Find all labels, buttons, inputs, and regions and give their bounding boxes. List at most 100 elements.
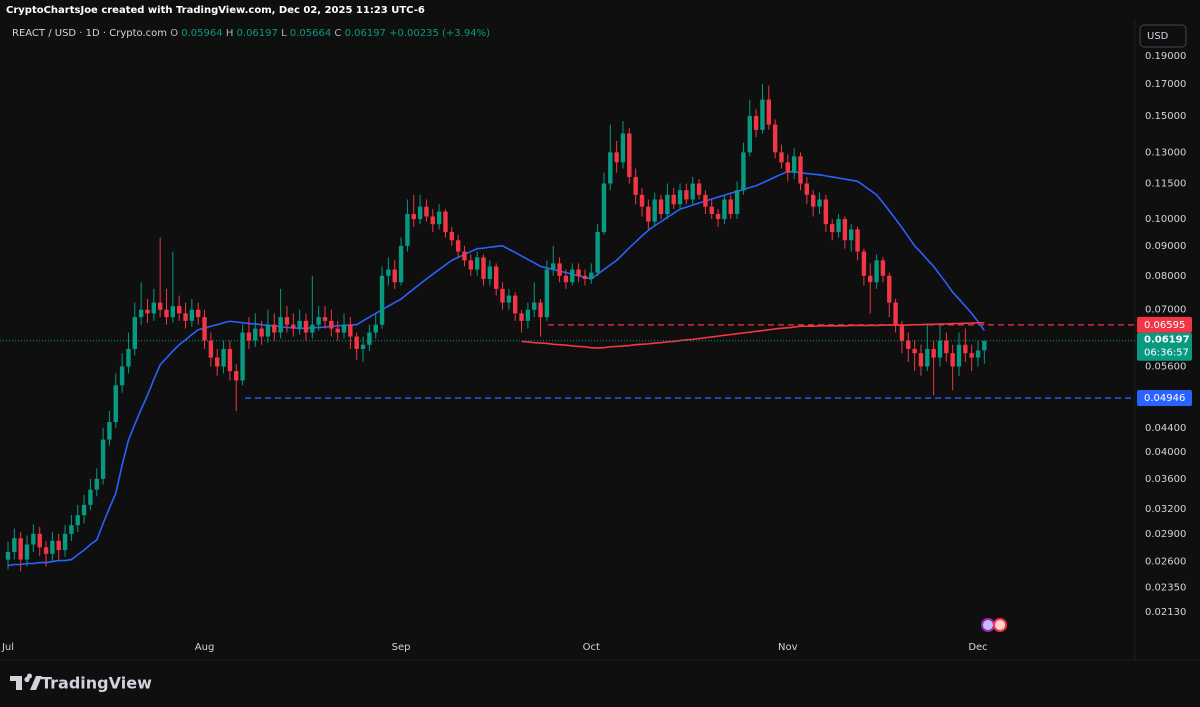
y-tick-label: 0.02350 [1145,582,1186,593]
legend: REACT / USD · 1D · Crypto.com O 0.05964 … [12,28,490,39]
candle-body [532,302,537,310]
candle-body [849,229,854,241]
x-tick-label: Aug [195,642,215,653]
moving-average [521,321,985,349]
candle-body [360,344,366,349]
y-tick-label: 0.02130 [1145,607,1186,618]
y-tick-label: 0.11500 [1145,179,1186,190]
ohlc-value: 0.06197 [237,28,278,39]
y-tick-label: 0.02600 [1145,557,1186,568]
price-label: 0.06197 [1144,335,1190,346]
candle-body [119,366,125,386]
candle-body [703,194,708,207]
candle-body [519,313,524,321]
ohlc-value: 0.05664 [290,28,331,39]
y-tick-label: 0.04000 [1145,447,1186,458]
candle-body [215,357,220,367]
y-tick-label: 0.15000 [1145,111,1186,122]
candle-body [493,266,499,289]
ohlc-label: C [334,28,341,39]
candle-body [918,353,924,367]
candle-body [145,309,150,314]
candle-body [354,336,359,349]
candle-body [696,183,702,195]
candle-body [944,340,949,354]
event-icon [993,618,1007,632]
candle-body [842,219,848,241]
candle-body [500,288,505,303]
brand: TradingView [41,674,152,693]
candle-body [43,547,49,554]
candle-body [861,251,867,276]
candle-body [348,324,353,337]
candle-body [652,199,657,222]
candle-body [538,302,543,318]
candle-body [639,194,645,207]
level-price-label: 0.04946 [1144,393,1185,404]
candle-body [912,348,917,354]
candle-body [170,306,176,318]
candle-body [253,328,258,341]
candle-body [411,214,416,220]
x-tick-label: Dec [968,642,987,653]
candle-body [810,194,816,207]
candle-body [474,257,480,270]
candle-body [671,194,676,205]
candle-body [291,324,296,329]
candle-body [589,272,594,279]
price-box [1137,332,1192,361]
candle-body [202,317,207,341]
y-tick-label: 0.08000 [1145,271,1186,282]
candle-body [392,269,397,283]
candle-body [189,309,195,321]
candle-body [94,478,99,490]
candle-body [899,324,905,341]
candle-body [284,317,290,325]
plot-area [0,84,1135,572]
candle-body [627,133,632,177]
attribution: CryptoChartsJoe created with TradingView… [6,5,425,16]
candle-body [595,232,600,273]
candle-body [373,324,378,333]
candle-body [722,199,727,220]
candle-body [196,309,201,318]
candle-body [582,275,588,279]
candle-body [398,245,404,283]
candle-body [246,332,252,341]
candle-body [56,540,61,551]
candle-body [303,320,309,333]
ohlc-label: L [281,28,287,39]
x-tick-label: Oct [583,642,600,653]
brand-logo-dot [24,676,30,683]
currency-button [1139,24,1187,48]
candle-body [50,540,55,554]
candle-body [430,216,435,225]
candle-body [956,344,962,367]
y-tick-label: 0.03200 [1145,504,1186,515]
candle-body [31,533,36,545]
candle-body [62,533,68,551]
candle-body [107,422,112,440]
candle-body [75,515,80,526]
y-tick-label: 0.19000 [1145,51,1186,62]
candle-body [551,263,556,270]
candle-body [646,206,651,222]
candle-body [982,340,987,351]
candle-body [506,295,512,303]
y-tick-label: 0.10000 [1145,214,1186,225]
currency: USD [1147,31,1169,42]
candle-body [785,162,791,173]
level-price-box [1137,316,1192,333]
candle-body [455,240,461,252]
candle-body [278,317,283,333]
candle-body [874,260,879,283]
candle-body [937,340,943,358]
candle-body [830,224,835,233]
candle-body [157,302,163,310]
candle-body [614,152,619,163]
candle-body [176,306,182,314]
candle-body [969,353,974,358]
candle-body [227,348,233,372]
candle-body [335,328,340,333]
candle-body [601,183,607,233]
